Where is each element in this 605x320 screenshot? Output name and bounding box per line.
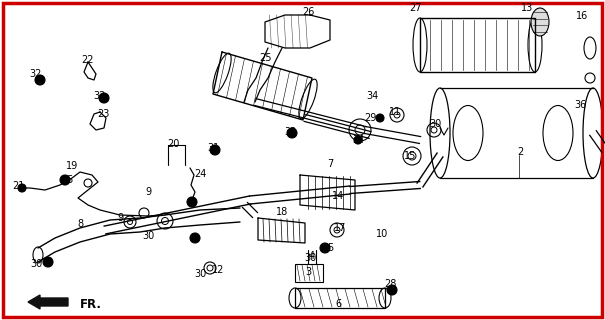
Text: FR.: FR. [80,298,102,310]
Text: 7: 7 [327,159,333,169]
Text: 15: 15 [404,151,416,161]
Text: 4: 4 [309,251,315,261]
Text: 25: 25 [259,53,271,63]
Bar [295,264,323,282]
Text: 23: 23 [97,109,109,119]
Text: 30: 30 [142,231,154,241]
Text: 12: 12 [212,265,224,275]
Text: 16: 16 [576,11,588,21]
Circle shape [187,197,197,207]
Circle shape [99,93,109,103]
Text: 17: 17 [334,223,346,233]
Circle shape [354,136,362,144]
Text: 32: 32 [30,69,42,79]
Circle shape [18,184,26,192]
Text: 10: 10 [376,229,388,239]
Text: 9: 9 [145,187,151,197]
Text: 24: 24 [194,169,206,179]
Text: 5: 5 [327,243,333,253]
Text: 29: 29 [364,113,376,123]
Text: 35: 35 [62,175,74,185]
Text: 28: 28 [384,279,396,289]
Text: 31: 31 [207,143,219,153]
Circle shape [43,257,53,267]
Text: 30: 30 [30,259,42,269]
Text: 30: 30 [429,119,441,129]
Circle shape [210,145,220,155]
Text: 32: 32 [94,91,106,101]
Circle shape [60,175,70,185]
Text: 30: 30 [194,269,206,279]
Text: 34: 34 [366,91,378,101]
Text: 33: 33 [284,127,296,137]
Text: 21: 21 [12,181,24,191]
Text: 36: 36 [574,100,586,110]
Text: 20: 20 [167,139,179,149]
FancyArrow shape [28,295,68,309]
Circle shape [376,114,384,122]
Text: 11: 11 [389,107,401,117]
Text: 2: 2 [517,147,523,157]
Circle shape [190,233,200,243]
Text: 30: 30 [304,253,316,263]
Text: 3: 3 [305,267,311,277]
Text: 27: 27 [409,3,421,13]
Text: 6: 6 [335,299,341,309]
Circle shape [320,243,330,253]
Text: 19: 19 [66,161,78,171]
Text: 14: 14 [332,191,344,201]
Circle shape [387,285,397,295]
Circle shape [35,75,45,85]
Ellipse shape [531,8,549,36]
Text: 26: 26 [302,7,314,17]
Text: 13: 13 [521,3,533,13]
Circle shape [287,128,297,138]
Text: 22: 22 [82,55,94,65]
Text: 18: 18 [276,207,288,217]
Text: 8: 8 [77,219,83,229]
Text: 34: 34 [352,135,364,145]
Text: 9: 9 [117,213,123,223]
